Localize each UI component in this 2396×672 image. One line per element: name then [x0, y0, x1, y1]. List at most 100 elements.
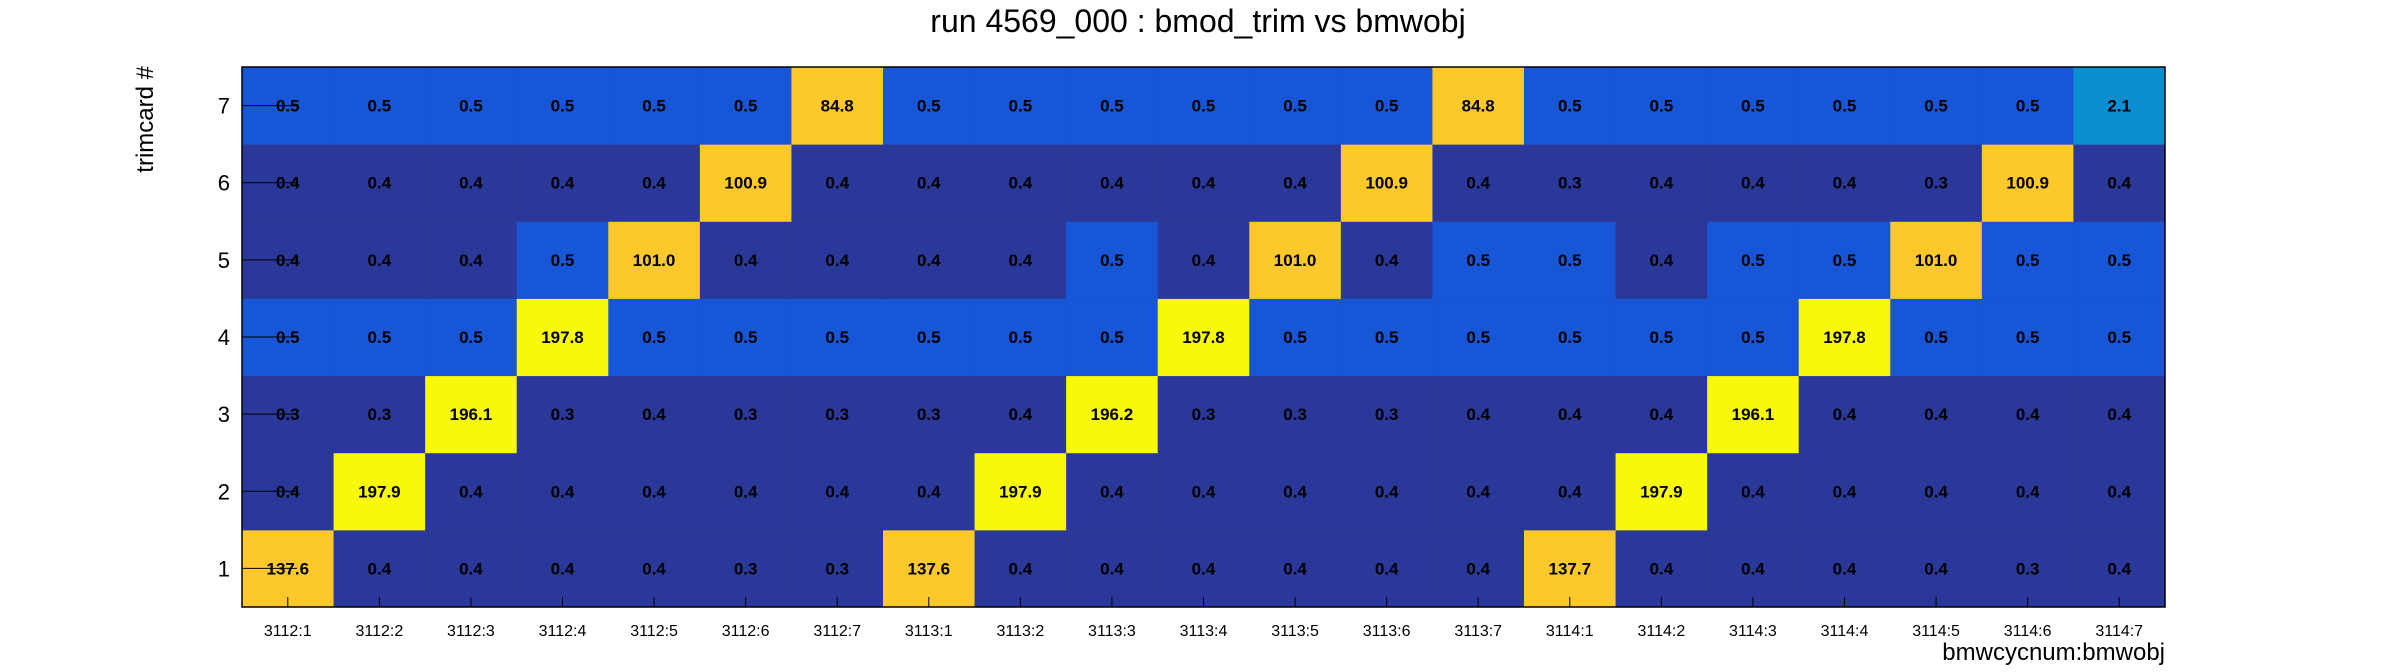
heatmap-cell [1615, 375, 1708, 454]
cell-value-label: 0.5 [642, 328, 666, 347]
heatmap-cell [699, 144, 792, 222]
heatmap-cell [333, 529, 426, 608]
cell-value-label: 0.5 [917, 97, 941, 116]
heatmap-cell [1890, 67, 1983, 145]
cell-value-label: 0.4 [917, 174, 941, 193]
heatmap-cell [608, 529, 701, 608]
cell-value-label: 0.4 [368, 174, 392, 193]
heatmap-cell [1524, 452, 1617, 531]
cell-value-label: 196.1 [1732, 405, 1775, 424]
cell-value-label: 0.5 [1466, 328, 1490, 347]
cell-value-label: 0.4 [1009, 405, 1033, 424]
y-tick-label: 7 [218, 94, 230, 119]
cell-value-label: 0.3 [825, 559, 849, 578]
heatmap-cell [608, 375, 701, 454]
x-tick-label: 3112:5 [630, 623, 678, 640]
y-tick-label: 6 [218, 171, 230, 196]
cell-value-label: 0.4 [1009, 174, 1033, 193]
cell-value-label: 100.9 [724, 174, 767, 193]
heatmap-cell [1066, 221, 1159, 299]
heatmap-cell [974, 67, 1067, 145]
heatmap-cell [791, 298, 884, 377]
heatmap-cell [1066, 375, 1159, 454]
heatmap-cell [608, 298, 701, 377]
heatmap-cell [1157, 221, 1250, 299]
cell-value-label: 0.4 [1283, 482, 1307, 501]
heatmap-cell [333, 452, 426, 531]
x-tick-label: 3114:4 [1821, 623, 1869, 640]
cell-value-label: 197.9 [999, 482, 1042, 501]
x-tick-label: 3113:6 [1363, 623, 1411, 640]
cell-value-label: 0.4 [825, 251, 849, 270]
cell-value-label: 0.5 [1100, 328, 1124, 347]
cell-value-label: 0.4 [1741, 174, 1765, 193]
heatmap-cell [2073, 452, 2166, 531]
cell-value-label: 0.5 [368, 328, 392, 347]
heatmap-cell [1432, 529, 1525, 608]
cell-value-label: 0.4 [1833, 559, 1857, 578]
heatmap-cell [883, 375, 976, 454]
cell-value-label: 0.3 [825, 405, 849, 424]
cell-value-label: 0.4 [2016, 482, 2040, 501]
heatmap-cell [1249, 452, 1342, 531]
heatmap-cell [1890, 144, 1983, 222]
heatmap-cell [1615, 298, 1708, 377]
cell-value-label: 0.4 [1466, 482, 1490, 501]
cell-value-label: 0.4 [1192, 251, 1216, 270]
heatmap-cell [883, 221, 976, 299]
cell-value-label: 0.4 [1009, 559, 1033, 578]
cell-value-label: 0.4 [2107, 482, 2131, 501]
heatmap-cell [1157, 67, 1250, 145]
cell-value-label: 0.4 [1924, 559, 1948, 578]
heatmap-cell [883, 67, 976, 145]
heatmap-cell [791, 144, 884, 222]
cell-value-label: 0.4 [1100, 482, 1124, 501]
heatmap-cell [333, 221, 426, 299]
x-tick-label: 3112:2 [355, 623, 403, 640]
cell-value-label: 0.4 [551, 174, 575, 193]
cell-value-label: 0.3 [1283, 405, 1307, 424]
cell-value-label: 0.5 [1283, 328, 1307, 347]
heatmap-cell [425, 221, 518, 299]
heatmap-cell [608, 67, 701, 145]
heatmap-cell [1432, 221, 1525, 299]
heatmap-cell [516, 144, 609, 222]
cell-value-label: 0.5 [459, 97, 483, 116]
heatmap-cell [1432, 298, 1525, 377]
heatmap-cell [1798, 298, 1891, 377]
cell-value-label: 0.5 [276, 328, 300, 347]
cell-value-label: 100.9 [2006, 174, 2049, 193]
heatmap-cell [1707, 144, 1800, 222]
cell-value-label: 0.4 [734, 482, 758, 501]
heatmap-cell [1249, 144, 1342, 222]
x-tick-label: 3112:1 [264, 623, 312, 640]
cell-value-label: 100.9 [1365, 174, 1408, 193]
cell-value-label: 0.4 [1650, 405, 1674, 424]
heatmap-cell [1615, 221, 1708, 299]
heatmap-cell [974, 375, 1067, 454]
cell-value-label: 0.5 [2107, 328, 2131, 347]
cell-value-label: 0.5 [734, 97, 758, 116]
heatmap-cell [1524, 375, 1617, 454]
cell-value-label: 0.4 [1741, 482, 1765, 501]
heatmap-cell [1615, 144, 1708, 222]
cell-value-label: 0.5 [1100, 97, 1124, 116]
cell-value-label: 0.5 [734, 328, 758, 347]
heatmap-cell [1249, 221, 1342, 299]
heatmap-cell [1432, 67, 1525, 145]
cell-value-label: 0.3 [917, 405, 941, 424]
heatmap-cell [1157, 529, 1250, 608]
cell-value-label: 0.4 [734, 251, 758, 270]
cell-value-label: 0.5 [1375, 97, 1399, 116]
heatmap-cell [1890, 375, 1983, 454]
heatmap-cell [1249, 529, 1342, 608]
x-tick-label: 3114:3 [1729, 623, 1777, 640]
heatmap-cell [791, 221, 884, 299]
cell-value-label: 0.4 [368, 251, 392, 270]
heatmap-cell [425, 298, 518, 377]
heatmap-cell [1066, 529, 1159, 608]
heatmap-cell [699, 452, 792, 531]
heatmap-cell [333, 298, 426, 377]
heatmap-cell [1524, 67, 1617, 145]
heatmap-cell [1798, 452, 1891, 531]
